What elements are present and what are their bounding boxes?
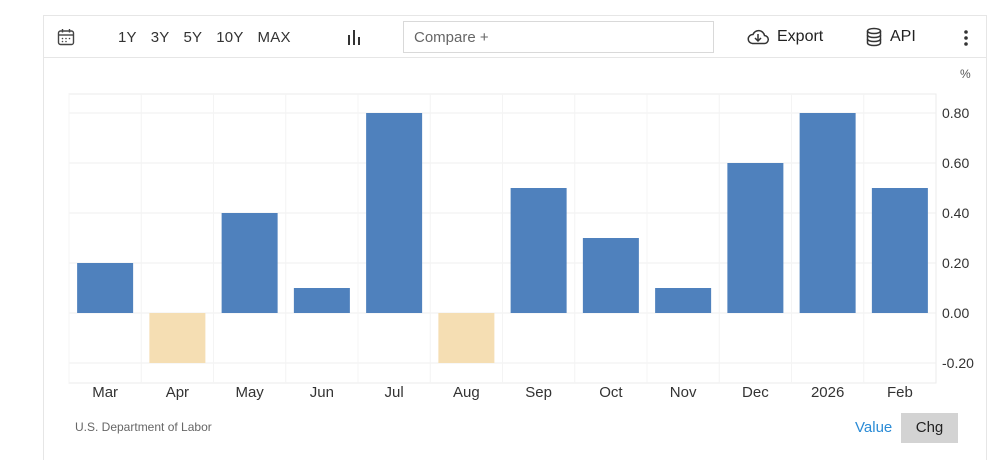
range-10y[interactable]: 10Y (216, 28, 244, 46)
x-tick-label: Feb (887, 384, 913, 401)
bar (871, 188, 928, 313)
bar (221, 213, 278, 313)
y-tick-label: -0.20 (942, 355, 974, 371)
bar (293, 288, 350, 313)
bar-chart: 0.80 0.60 0.40 0.20 0.00 -0.20 Mar Apr May Jun Jul… (68, 93, 974, 401)
bar-chart-icon[interactable] (347, 29, 363, 45)
bar (366, 113, 423, 313)
database-icon (866, 27, 882, 47)
export-button[interactable]: Export (747, 16, 823, 58)
chart-widget: 1Y 3Y 5Y 10Y MAX Export (43, 15, 987, 460)
cloud-download-icon (747, 29, 769, 45)
bar (510, 188, 567, 313)
y-tick-label: 0.80 (942, 105, 969, 121)
y-tick-label: 0.00 (942, 305, 969, 321)
vertical-dots-icon[interactable] (956, 28, 976, 48)
x-tick-label: Jun (310, 384, 334, 401)
x-tick-label: Aug (453, 384, 480, 401)
x-tick-label: Oct (599, 384, 623, 401)
x-tick-label: Nov (670, 384, 697, 401)
range-selector: 1Y 3Y 5Y 10Y MAX (118, 16, 305, 58)
chg-button[interactable]: Chg (901, 413, 958, 443)
api-label: API (890, 28, 916, 45)
source-label: U.S. Department of Labor (75, 420, 212, 434)
x-tick-label: Sep (525, 384, 552, 401)
y-tick-label: 0.20 (942, 255, 969, 271)
compare-input[interactable] (403, 21, 714, 53)
value-button[interactable]: Value (855, 419, 893, 436)
range-max[interactable]: MAX (257, 28, 291, 46)
y-tick-label: 0.60 (942, 155, 969, 171)
bar (727, 163, 784, 313)
x-tick-label: Jul (385, 384, 404, 401)
x-tick-label: Dec (742, 384, 769, 401)
bar (655, 288, 712, 313)
range-3y[interactable]: 3Y (150, 28, 170, 46)
bar (77, 263, 134, 313)
x-tick-label: May (235, 384, 264, 401)
x-tick-label: Mar (92, 384, 118, 401)
bar (149, 313, 206, 363)
y-tick-label: 0.40 (942, 205, 969, 221)
bar (799, 113, 856, 313)
unit-label: % (960, 67, 971, 81)
calendar-icon[interactable] (57, 28, 75, 46)
range-1y[interactable]: 1Y (118, 28, 137, 46)
x-tick-label: Apr (166, 384, 189, 401)
bar (438, 313, 495, 363)
export-label: Export (777, 28, 824, 45)
bar (582, 238, 639, 313)
api-button[interactable]: API (866, 16, 916, 58)
range-5y[interactable]: 5Y (183, 28, 203, 46)
toolbar: 1Y 3Y 5Y 10Y MAX Export (44, 16, 986, 58)
x-tick-label: 2026 (811, 384, 844, 401)
